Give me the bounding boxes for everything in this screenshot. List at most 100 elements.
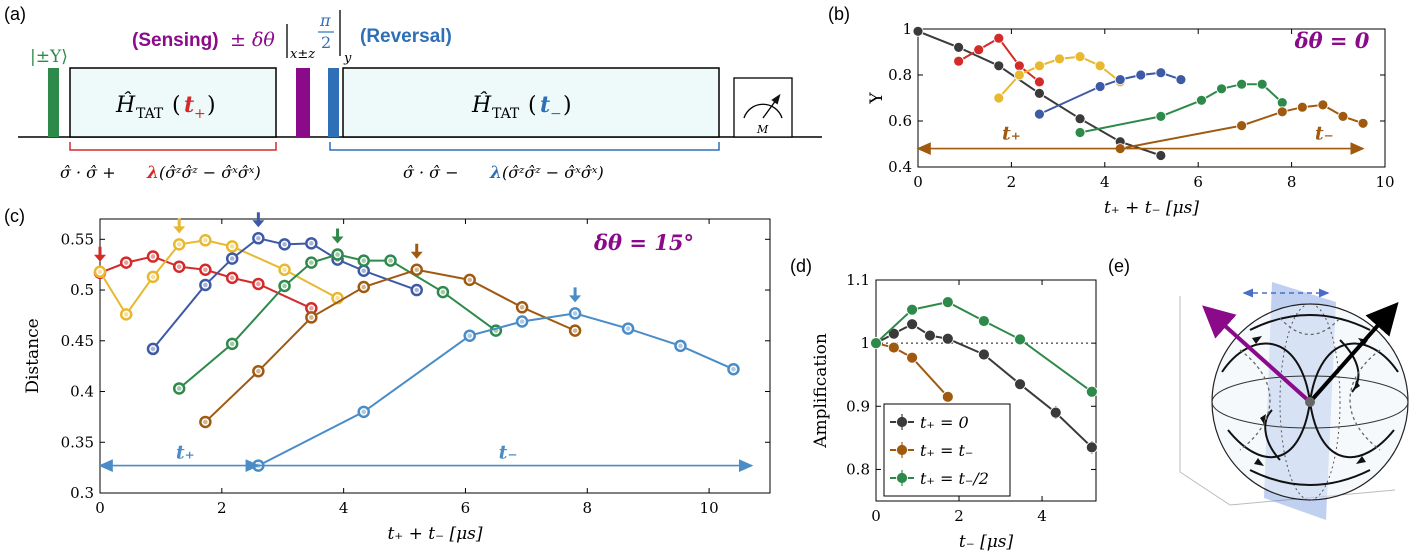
chart-b-series-brown-point-4 [1317, 99, 1329, 111]
chart-d-series-green-point-0 [870, 337, 882, 350]
e-flow-hidden-2 [1349, 349, 1381, 451]
chart-c-series-blue-point-core-2 [229, 256, 235, 261]
chart-c-series-green-point-core-2 [282, 283, 287, 289]
chart-d-series-green-point-4 [1014, 333, 1026, 346]
chart-d-ytick-label-2: 1 [860, 334, 870, 352]
chart-c-series-lightblue-point-core-6 [678, 343, 683, 349]
chart-d-ytick-label-3: 1.1 [846, 271, 870, 289]
chart-b-series-brown-point-6 [1357, 117, 1369, 129]
chart-c-series-green-point-core-3 [309, 260, 314, 265]
chart-b-series-gray-point-3 [1034, 88, 1045, 99]
chart-c-series-green-point-1 [225, 337, 239, 351]
chart-d-ytick-label-0: 0.8 [846, 460, 870, 478]
chart-b-series-green-point-4 [1236, 78, 1248, 90]
chart-c-series-lightblue-point-2 [463, 329, 476, 342]
chart-b-series-red-point-3 [1013, 60, 1025, 72]
chart-b-series-blue-line [1039, 71, 1182, 116]
chart-c-ylabel: Distance [23, 318, 43, 393]
chart-b-series-red-point-2 [993, 32, 1005, 44]
chart-c-series-lightblue-line [257, 312, 734, 467]
chart-c-series-brown-point-6 [515, 301, 529, 314]
e-arrowhead-6 [1260, 414, 1266, 424]
chart-c-peak-marker-green-head [331, 236, 344, 244]
chart-b-ytick-label-1: 0.6 [888, 112, 912, 130]
chart-c-series-brown-point-core-6 [519, 304, 525, 310]
chart-d-legend-label-0: t₊ = 0 [920, 413, 969, 432]
chart-d-series-green-point-1 [906, 303, 919, 316]
box1-arg-sub: + [194, 106, 206, 122]
chart-c-series-yellow-point-core-2 [150, 274, 156, 280]
ham2-pre: σ̂ · σ̂ − [403, 163, 459, 182]
chart-c-title: δθ = 15° [593, 230, 694, 255]
chart-c-series-brown-point-0 [199, 415, 212, 429]
chart-b-ytick-label-2: 0.8 [888, 66, 912, 84]
chart-c-series-green-point-core-0 [176, 386, 182, 391]
chart-c-series-red-point-4 [199, 263, 212, 276]
chart-c-series-blue-point-core-8 [414, 287, 420, 293]
chart-c-series-blue-point-core-0 [150, 346, 156, 352]
e-arrowhead-1 [1252, 336, 1262, 344]
chart-c-series-green-point-4 [331, 248, 344, 261]
chart-d-xtick-label-2: 4 [1037, 507, 1047, 525]
e-equator [1211, 375, 1409, 429]
chart-d-xlabel: t₋ [μs] [959, 532, 1014, 552]
panel-e: (e) [1108, 256, 1409, 520]
chart-b-series-yellow-point-0 [993, 92, 1005, 104]
e-flow-hidden-3 [1279, 317, 1341, 335]
chart-c-series-lightblue-point-7 [727, 362, 740, 376]
chart-c-series-brown-point-4 [410, 263, 423, 276]
chart-c-series-red-point-core-4 [203, 267, 208, 273]
chart-c-series-brown-point-1 [252, 364, 265, 378]
chart-c-series-yellow-point-core-5 [229, 244, 235, 249]
chart-c-series-red-point-core-3 [176, 264, 182, 269]
chart-c-series-brown-point-core-1 [256, 368, 261, 374]
box1-arg: t [184, 92, 194, 118]
e-s-vector [1202, 305, 1312, 404]
chart-d-series-brown-point-3 [941, 390, 954, 403]
chart-b-series-gray-point-0 [912, 25, 924, 37]
e-flow-3 [1309, 342, 1399, 403]
box1-h: Ĥ [115, 91, 136, 118]
box2-arg-sub: − [550, 106, 562, 122]
chart-b-series-green-point-5 [1256, 78, 1268, 90]
chart-c-peak-marker-red-head [94, 254, 106, 262]
chart-c-series-red-point-1 [119, 256, 133, 269]
state-label: |±Y⟩ [30, 47, 68, 67]
panel-a: (a) |±Y⟩ Ĥ TAT ( t + ) (Sensing) ± δθ x±… [4, 4, 822, 183]
chart-c-series-red-point-2 [146, 250, 160, 263]
chart-d-ylabel: Amplification [811, 333, 831, 449]
ham1-lambda: λ [146, 163, 159, 183]
chart-b-series-green-point-3 [1216, 83, 1227, 95]
chart-c-series-blue-point-8 [410, 283, 423, 297]
chart-c-series-green-point-0 [172, 382, 186, 395]
chart-b-series-brown-point-5 [1337, 111, 1349, 122]
chart-c-series-blue-point-2 [225, 252, 239, 265]
box2-arg: t [540, 92, 550, 118]
box1-paren-close: ) [207, 93, 216, 118]
chart-c-xtick-label-5: 10 [700, 499, 719, 517]
chart-c-series-green-point-3 [305, 256, 318, 269]
chart-c-series-brown-point-5 [463, 273, 476, 287]
chart-c-series-green-point-core-5 [361, 258, 367, 263]
chart-b-series-red-line [958, 36, 1041, 83]
chart-b-frame [917, 28, 1386, 168]
e-flow-5 [1249, 314, 1371, 331]
chart-c-ytick-label-4: 0.5 [70, 281, 94, 299]
chart-c-series-lightblue-point-core-7 [731, 366, 736, 372]
chart-c-series-blue-point-core-5 [309, 241, 314, 246]
chart-d-series-gray-point-8 [1085, 441, 1098, 454]
chart-c-series-yellow-point-core-4 [203, 238, 208, 243]
chart-c-series-yellow-point-core-0 [97, 269, 103, 275]
chart-c-xtick-label-4: 8 [582, 499, 592, 517]
chart-b-xtick-label-1: 2 [1007, 173, 1017, 191]
chart-c-annotation-0: t₊ [176, 441, 195, 463]
chart-b-series-blue-point-2 [1114, 74, 1126, 85]
chart-c-series-yellow-point-core-3 [176, 242, 182, 247]
chart-b-xtick-label-2: 4 [1100, 173, 1110, 191]
chart-b-ytick-label-0: 0.4 [888, 158, 912, 176]
chart-c-series-yellow-point-core-1 [123, 312, 129, 317]
forward-evolution-box [69, 67, 277, 138]
chart-c-series-green-point-core-4 [335, 252, 340, 257]
chart-c-series-yellow-point-6 [278, 263, 291, 276]
